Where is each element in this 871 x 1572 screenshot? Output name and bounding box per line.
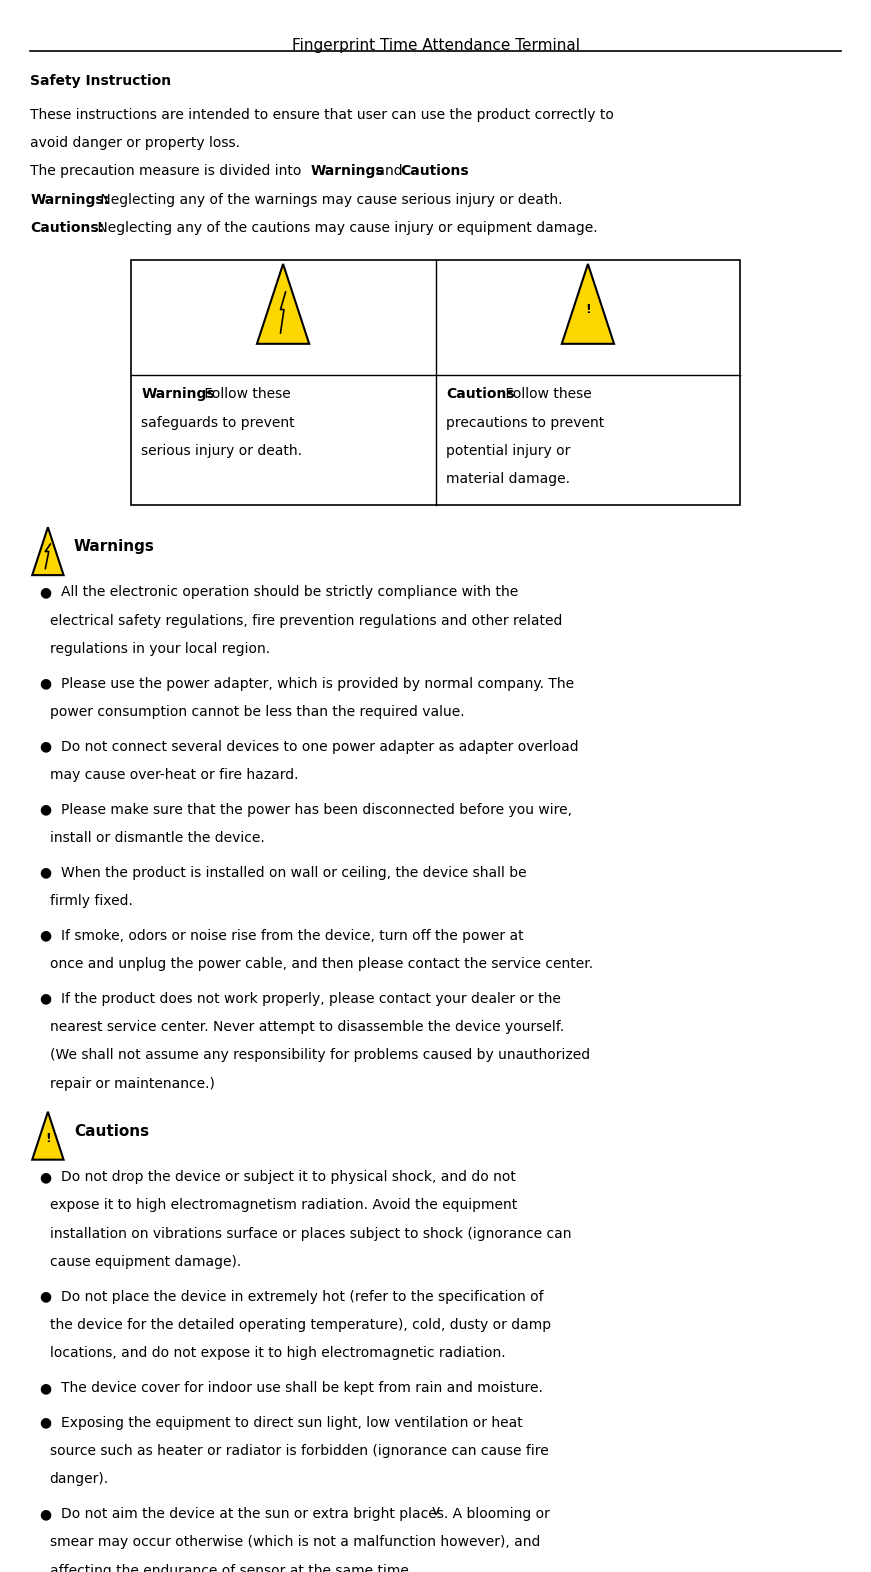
Text: regulations in your local region.: regulations in your local region. [50, 641, 270, 656]
Text: expose it to high electromagnetism radiation. Avoid the equipment: expose it to high electromagnetism radia… [50, 1198, 517, 1212]
Text: Neglecting any of the warnings may cause serious injury or death.: Neglecting any of the warnings may cause… [96, 193, 563, 208]
Text: cause equipment damage).: cause equipment damage). [50, 1254, 241, 1269]
Text: (We shall not assume any responsibility for problems caused by unauthorized: (We shall not assume any responsibility … [50, 1049, 590, 1063]
Text: v: v [431, 1504, 440, 1519]
Text: Cautions: Cautions [400, 165, 469, 178]
Text: These instructions are intended to ensure that user can use the product correctl: These instructions are intended to ensur… [30, 107, 614, 121]
Text: ●: ● [39, 929, 51, 943]
Text: electrical safety regulations, fire prevention regulations and other related: electrical safety regulations, fire prev… [50, 613, 562, 627]
Text: safeguards to prevent: safeguards to prevent [141, 415, 294, 429]
Polygon shape [32, 1111, 64, 1160]
Text: Fingerprint Time Attendance Terminal: Fingerprint Time Attendance Terminal [292, 38, 579, 53]
Text: When the product is installed on wall or ceiling, the device shall be: When the product is installed on wall or… [61, 866, 527, 880]
Text: the device for the detailed operating temperature), cold, dusty or damp: the device for the detailed operating te… [50, 1317, 550, 1331]
Text: Warnings:: Warnings: [30, 193, 110, 208]
Text: repair or maintenance.): repair or maintenance.) [50, 1077, 214, 1091]
Text: ●: ● [39, 740, 51, 753]
Text: Warnings: Warnings [74, 539, 155, 555]
Text: !: ! [45, 1132, 51, 1146]
Text: source such as heater or radiator is forbidden (ignorance can cause fire: source such as heater or radiator is for… [50, 1445, 549, 1459]
Text: Please make sure that the power has been disconnected before you wire,: Please make sure that the power has been… [61, 803, 572, 817]
Text: !: ! [585, 303, 591, 316]
Text: ●: ● [39, 676, 51, 690]
Text: Safety Instruction: Safety Instruction [30, 74, 172, 88]
Text: Do not place the device in extremely hot (refer to the specification of: Do not place the device in extremely hot… [61, 1289, 544, 1303]
Text: Cautions: Cautions [446, 387, 515, 401]
Text: power consumption cannot be less than the required value.: power consumption cannot be less than th… [50, 706, 464, 718]
Text: material damage.: material damage. [446, 472, 570, 486]
Polygon shape [257, 264, 309, 344]
Text: If the product does not work properly, please contact your dealer or the: If the product does not work properly, p… [61, 992, 561, 1006]
Bar [131, 259, 740, 506]
Text: nearest service center. Never attempt to disassemble the device yourself.: nearest service center. Never attempt to… [50, 1020, 564, 1034]
Text: avoid danger or property loss.: avoid danger or property loss. [30, 135, 240, 149]
Text: All the electronic operation should be strictly compliance with the: All the electronic operation should be s… [61, 585, 518, 599]
Text: affecting the endurance of sensor at the same time.: affecting the endurance of sensor at the… [50, 1564, 413, 1572]
Text: Exposing the equipment to direct sun light, low ventilation or heat: Exposing the equipment to direct sun lig… [61, 1416, 523, 1429]
Text: Cautions: Cautions [74, 1124, 149, 1138]
Text: :: : [460, 165, 464, 178]
Text: ●: ● [39, 1416, 51, 1429]
Text: danger).: danger). [50, 1473, 109, 1487]
Text: ●: ● [39, 1289, 51, 1303]
Text: If smoke, odors or noise rise from the device, turn off the power at: If smoke, odors or noise rise from the d… [61, 929, 523, 943]
Text: once and unplug the power cable, and then please contact the service center.: once and unplug the power cable, and the… [50, 957, 593, 971]
Text: Warnings: Warnings [141, 387, 215, 401]
Text: ●: ● [39, 1382, 51, 1394]
Text: The device cover for indoor use shall be kept from rain and moisture.: The device cover for indoor use shall be… [61, 1382, 543, 1394]
Text: Follow these: Follow these [501, 387, 591, 401]
Text: ●: ● [39, 803, 51, 817]
Polygon shape [32, 527, 64, 575]
Text: serious injury or death.: serious injury or death. [141, 443, 302, 457]
Text: Do not drop the device or subject it to physical shock, and do not: Do not drop the device or subject it to … [61, 1170, 516, 1184]
Polygon shape [562, 264, 614, 344]
Text: precautions to prevent: precautions to prevent [446, 415, 604, 429]
Text: may cause over-heat or fire hazard.: may cause over-heat or fire hazard. [50, 769, 298, 783]
Text: firmly fixed.: firmly fixed. [50, 894, 132, 909]
Text: ●: ● [39, 585, 51, 599]
Text: Neglecting any of the cautions may cause injury or equipment damage.: Neglecting any of the cautions may cause… [93, 222, 598, 236]
Text: smear may occur otherwise (which is not a malfunction however), and: smear may occur otherwise (which is not … [50, 1536, 540, 1550]
Text: Please use the power adapter, which is provided by normal company. The: Please use the power adapter, which is p… [61, 676, 574, 690]
Text: ●: ● [39, 1508, 51, 1522]
Text: The precaution measure is divided into: The precaution measure is divided into [30, 165, 307, 178]
Text: Do not aim the device at the sun or extra bright places. A blooming or: Do not aim the device at the sun or extr… [61, 1508, 550, 1522]
Text: installation on vibrations surface or places subject to shock (ignorance can: installation on vibrations surface or pl… [50, 1226, 571, 1240]
Text: ●: ● [39, 1170, 51, 1184]
Text: ●: ● [39, 992, 51, 1006]
Text: and: and [372, 165, 407, 178]
Text: Cautions:: Cautions: [30, 222, 105, 236]
Text: Warnings: Warnings [311, 165, 385, 178]
Text: potential injury or: potential injury or [446, 443, 571, 457]
Text: Follow these: Follow these [200, 387, 291, 401]
Text: ●: ● [39, 866, 51, 880]
Text: Do not connect several devices to one power adapter as adapter overload: Do not connect several devices to one po… [61, 740, 578, 753]
Text: locations, and do not expose it to high electromagnetic radiation.: locations, and do not expose it to high … [50, 1347, 505, 1360]
Text: install or dismantle the device.: install or dismantle the device. [50, 832, 265, 846]
